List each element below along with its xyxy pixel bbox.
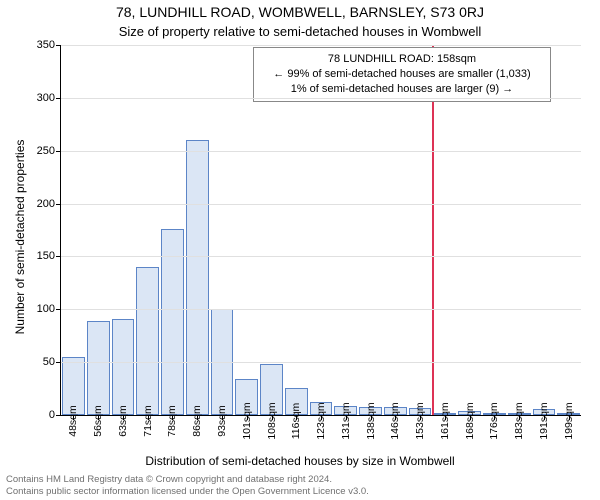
footer-line2: Contains public sector information licen… <box>6 486 596 498</box>
footer-attribution: Contains HM Land Registry data © Crown c… <box>6 474 596 498</box>
gridline <box>61 309 581 310</box>
chart-title-secondary: Size of property relative to semi-detach… <box>0 24 600 39</box>
x-tick-label: 93sqm <box>216 405 228 437</box>
x-tick-label: 199sqm <box>563 402 575 439</box>
y-tick-label: 200 <box>21 198 55 210</box>
x-tick-label: 191sqm <box>538 402 550 439</box>
gridline <box>61 204 581 205</box>
chart-container: 78, LUNDHILL ROAD, WOMBWELL, BARNSLEY, S… <box>0 0 600 500</box>
annotation-line3: 1% of semi-detached houses are larger (9… <box>262 82 542 97</box>
x-tick-label: 116sqm <box>290 403 302 440</box>
x-tick-label: 138sqm <box>365 402 377 439</box>
annotation-box: 78 LUNDHILL ROAD: 158sqm ← 99% of semi-d… <box>253 47 551 102</box>
gridline <box>61 45 581 46</box>
gridline <box>61 362 581 363</box>
gridline <box>61 98 581 99</box>
bar-slot: 86sqm <box>185 45 210 415</box>
y-tick-label: 350 <box>21 39 55 51</box>
x-tick-label: 86sqm <box>191 405 203 437</box>
bar-slot: 71sqm <box>135 45 160 415</box>
x-tick-label: 78sqm <box>166 405 178 437</box>
y-tick-mark <box>56 98 61 99</box>
histogram-bar <box>136 267 159 415</box>
bar-slot: 48sqm <box>61 45 86 415</box>
x-tick-label: 183sqm <box>513 402 525 439</box>
x-tick-label: 161sqm <box>439 402 451 439</box>
y-tick-mark <box>56 362 61 363</box>
x-tick-label: 48sqm <box>67 405 79 437</box>
plot-area: 48sqm56sqm63sqm71sqm78sqm86sqm93sqm101sq… <box>60 45 581 416</box>
y-tick-label: 100 <box>21 303 55 315</box>
bar-slot: 78sqm <box>160 45 185 415</box>
x-tick-label: 176sqm <box>488 402 500 439</box>
x-tick-label: 71sqm <box>142 405 154 437</box>
y-tick-label: 300 <box>21 92 55 104</box>
annotation-line2: ← 99% of semi-detached houses are smalle… <box>262 67 542 82</box>
y-tick-mark <box>56 256 61 257</box>
y-tick-mark <box>56 151 61 152</box>
bar-slot: 63sqm <box>111 45 136 415</box>
y-tick-mark <box>56 415 61 416</box>
y-tick-mark <box>56 309 61 310</box>
x-tick-label: 168sqm <box>464 402 476 439</box>
y-tick-mark <box>56 204 61 205</box>
gridline <box>61 256 581 257</box>
x-tick-label: 131sqm <box>340 402 352 439</box>
histogram-bar <box>186 140 209 415</box>
annotation-line1: 78 LUNDHILL ROAD: 158sqm <box>262 52 542 67</box>
footer-line1: Contains HM Land Registry data © Crown c… <box>6 474 596 486</box>
x-axis-label: Distribution of semi-detached houses by … <box>0 454 600 468</box>
x-tick-label: 63sqm <box>117 405 129 437</box>
bar-slot: 56sqm <box>86 45 111 415</box>
histogram-bar <box>87 321 110 415</box>
x-tick-label: 108sqm <box>266 402 278 439</box>
y-tick-mark <box>56 45 61 46</box>
y-tick-label: 0 <box>21 409 55 421</box>
y-tick-label: 50 <box>21 356 55 368</box>
histogram-bar <box>112 319 135 415</box>
x-tick-label: 153sqm <box>414 402 426 439</box>
x-tick-label: 101sqm <box>241 402 253 439</box>
bar-slot: 199sqm <box>556 45 581 415</box>
y-tick-label: 150 <box>21 250 55 262</box>
bar-slot: 93sqm <box>210 45 235 415</box>
gridline <box>61 151 581 152</box>
x-tick-label: 123sqm <box>315 402 327 439</box>
y-tick-label: 250 <box>21 145 55 157</box>
chart-title-primary: 78, LUNDHILL ROAD, WOMBWELL, BARNSLEY, S… <box>0 4 600 20</box>
y-axis-label: Number of semi-detached properties <box>13 97 27 377</box>
x-tick-label: 146sqm <box>389 402 401 439</box>
x-tick-label: 56sqm <box>92 405 104 437</box>
